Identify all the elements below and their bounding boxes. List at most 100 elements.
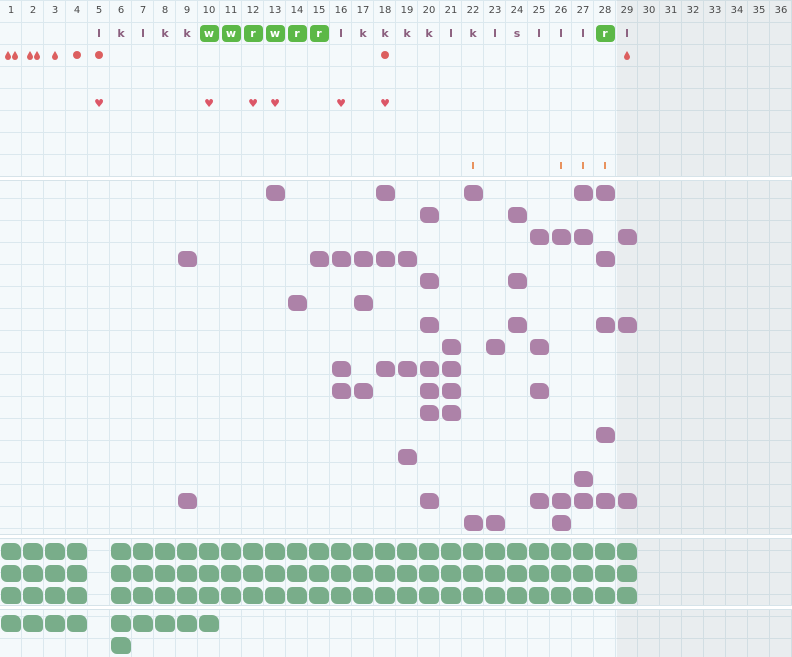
green-blob-mark <box>397 542 417 560</box>
purple-blob-mark <box>353 295 373 311</box>
letter-mark: s <box>513 26 521 40</box>
letter-mark-cell: s <box>506 22 528 44</box>
tick-mark-icon <box>604 161 606 169</box>
green-mark-cell <box>154 612 176 634</box>
tick-mark-icon <box>472 161 474 169</box>
green-blob-mark <box>287 586 307 604</box>
day-number: 10 <box>202 5 216 16</box>
purple-mark-cell <box>330 248 352 270</box>
green-mark-cell <box>462 584 484 606</box>
purple-mark-cell <box>440 380 462 402</box>
day-number: 32 <box>686 5 700 16</box>
purple-mark-cell <box>352 380 374 402</box>
day-number: 2 <box>29 5 37 16</box>
day-number: 35 <box>752 5 766 16</box>
green-blob-mark <box>111 586 131 604</box>
purple-blob-mark <box>573 185 593 201</box>
purple-mark-cell <box>418 380 440 402</box>
purple-mark-cell <box>418 490 440 512</box>
purple-blob-mark <box>309 251 329 267</box>
purple-blob-mark <box>463 185 483 201</box>
purple-mark-cell <box>352 248 374 270</box>
green-mark-cell <box>264 562 286 584</box>
day-number: 29 <box>620 5 634 16</box>
purple-blob-mark <box>441 405 461 421</box>
green-blob-mark <box>353 542 373 560</box>
green-blob-mark <box>177 586 197 604</box>
letter-mark-cell: l <box>132 22 154 44</box>
purple-blob-mark <box>595 251 615 267</box>
purple-mark-cell <box>550 226 572 248</box>
purple-blob-mark <box>507 273 527 289</box>
drop-icon <box>624 50 630 60</box>
purple-blob-mark <box>507 317 527 333</box>
green-mark-cell <box>308 540 330 562</box>
green-blob-mark <box>441 586 461 604</box>
green-blob-mark <box>309 564 329 582</box>
day-number: 21 <box>444 5 458 16</box>
symbol-cell <box>22 44 44 66</box>
green-blob-mark <box>265 542 285 560</box>
green-mark-cell <box>330 540 352 562</box>
letter-mark-cell: k <box>374 22 396 44</box>
purple-mark-cell <box>396 446 418 468</box>
green-mark-cell <box>44 540 66 562</box>
letter-mark: k <box>183 26 191 40</box>
green-mark-cell <box>440 584 462 606</box>
green-mark-cell <box>396 584 418 606</box>
green-blob-mark <box>507 542 527 560</box>
green-mark-cell <box>506 584 528 606</box>
green-mark-cell <box>352 584 374 606</box>
green-mark-cell <box>66 540 88 562</box>
green-blob-mark <box>111 564 131 582</box>
letter-mark-cell: k <box>154 22 176 44</box>
green-blob-mark <box>397 564 417 582</box>
green-mark-cell <box>418 540 440 562</box>
dot-icon <box>73 51 81 59</box>
letter-mark-cell: l <box>440 22 462 44</box>
green-mark-cell <box>616 562 638 584</box>
green-mark-cell <box>198 562 220 584</box>
letter-mark: l <box>559 26 563 40</box>
green-blob-mark <box>309 542 329 560</box>
heart-icon: ♥ <box>94 96 104 110</box>
tick-mark-icon <box>560 161 562 169</box>
green-blob-mark <box>1 564 21 582</box>
day-number: 19 <box>400 5 414 16</box>
day-number: 14 <box>290 5 304 16</box>
green-mark-cell <box>198 540 220 562</box>
green-mark-cell <box>550 584 572 606</box>
purple-mark-cell <box>572 182 594 204</box>
day-number: 16 <box>334 5 348 16</box>
purple-mark-cell <box>374 358 396 380</box>
green-blob-mark <box>133 542 153 560</box>
green-blob-mark <box>551 542 571 560</box>
tick-cell <box>550 154 572 176</box>
green-blob-mark <box>463 586 483 604</box>
purple-blob-mark <box>265 185 285 201</box>
green-blob-mark <box>177 542 197 560</box>
dot-icon <box>381 51 389 59</box>
green-blob-mark <box>23 542 43 560</box>
symbol-cell <box>616 44 638 66</box>
green-blob-mark <box>67 542 87 560</box>
green-blob-mark <box>199 614 219 632</box>
symbol-cell <box>374 44 396 66</box>
green-blob-mark <box>309 586 329 604</box>
green-mark-cell <box>572 540 594 562</box>
green-blob-mark <box>441 542 461 560</box>
letter-badge: w <box>221 24 241 42</box>
tick-mark-icon <box>582 161 584 169</box>
green-blob-mark <box>45 614 65 632</box>
purple-mark-cell <box>308 248 330 270</box>
purple-mark-cell <box>528 226 550 248</box>
green-mark-cell <box>528 562 550 584</box>
green-mark-cell <box>22 562 44 584</box>
letter-mark: l <box>97 26 101 40</box>
green-blob-mark <box>507 586 527 604</box>
green-mark-cell <box>110 562 132 584</box>
purple-blob-mark <box>529 383 549 399</box>
green-blob-mark <box>573 564 593 582</box>
green-mark-cell <box>110 584 132 606</box>
purple-mark-cell <box>484 512 506 534</box>
